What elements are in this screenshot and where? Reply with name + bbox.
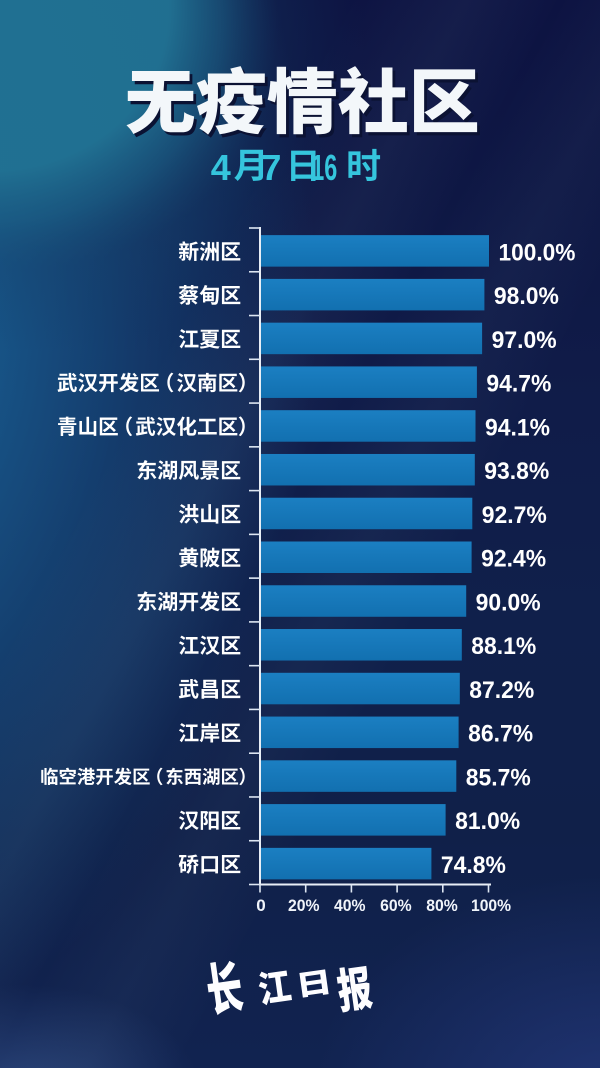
svg-text:93.8%: 93.8% [484, 458, 549, 485]
svg-text:7: 7 [261, 147, 281, 188]
svg-text:74.8%: 74.8% [441, 852, 506, 879]
svg-text:16: 16 [311, 147, 337, 188]
svg-text:92.7%: 92.7% [482, 502, 547, 529]
svg-text:90.0%: 90.0% [476, 589, 541, 616]
svg-text:20%: 20% [288, 896, 320, 915]
svg-text:94.7%: 94.7% [486, 371, 551, 398]
svg-text:87.2%: 87.2% [469, 677, 534, 704]
svg-text:60%: 60% [380, 896, 412, 915]
svg-text:0: 0 [256, 896, 265, 915]
svg-text:81.0%: 81.0% [455, 808, 520, 835]
svg-text:94.1%: 94.1% [485, 414, 550, 441]
svg-text:97.0%: 97.0% [492, 327, 557, 354]
svg-text:86.7%: 86.7% [468, 721, 533, 748]
svg-text:80%: 80% [426, 896, 458, 915]
svg-text:85.7%: 85.7% [466, 765, 531, 792]
svg-text:40%: 40% [334, 896, 366, 915]
svg-text:100%: 100% [471, 896, 511, 915]
svg-text:100.0%: 100.0% [499, 239, 576, 266]
svg-text:92.4%: 92.4% [481, 546, 546, 573]
svg-text:98.0%: 98.0% [494, 283, 559, 310]
svg-text:88.1%: 88.1% [471, 633, 536, 660]
svg-text:4: 4 [211, 147, 231, 188]
